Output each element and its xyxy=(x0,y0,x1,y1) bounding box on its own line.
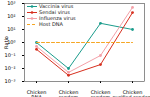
html-text:Influenza virus: Influenza virus xyxy=(39,15,76,21)
svg-text:10³: 10³ xyxy=(7,0,15,6)
html-text:Sendai virus: Sendai virus xyxy=(39,9,70,15)
svg-text:Chickenrandom: Chickenrandom xyxy=(59,89,79,97)
svg-text:10⁰: 10⁰ xyxy=(7,39,16,46)
svg-text:Ratio: Ratio xyxy=(3,36,9,49)
svg-text:10¹: 10¹ xyxy=(7,26,15,32)
svg-text:10⁻³: 10⁻³ xyxy=(4,78,15,84)
svg-text:10⁻¹: 10⁻¹ xyxy=(4,52,15,58)
svg-text:10⁻²: 10⁻² xyxy=(4,65,15,71)
svg-text:10²: 10² xyxy=(7,13,15,19)
html-text:Host DNA: Host DNA xyxy=(39,21,63,27)
svg-text:Chickenpurified random: Chickenpurified random xyxy=(112,89,150,97)
html-text:Vaccinia virus: Vaccinia virus xyxy=(39,3,74,9)
svg-text:Chickenrandom: Chickenrandom xyxy=(91,89,111,97)
svg-text:ChickenRNA: ChickenRNA xyxy=(27,89,47,97)
